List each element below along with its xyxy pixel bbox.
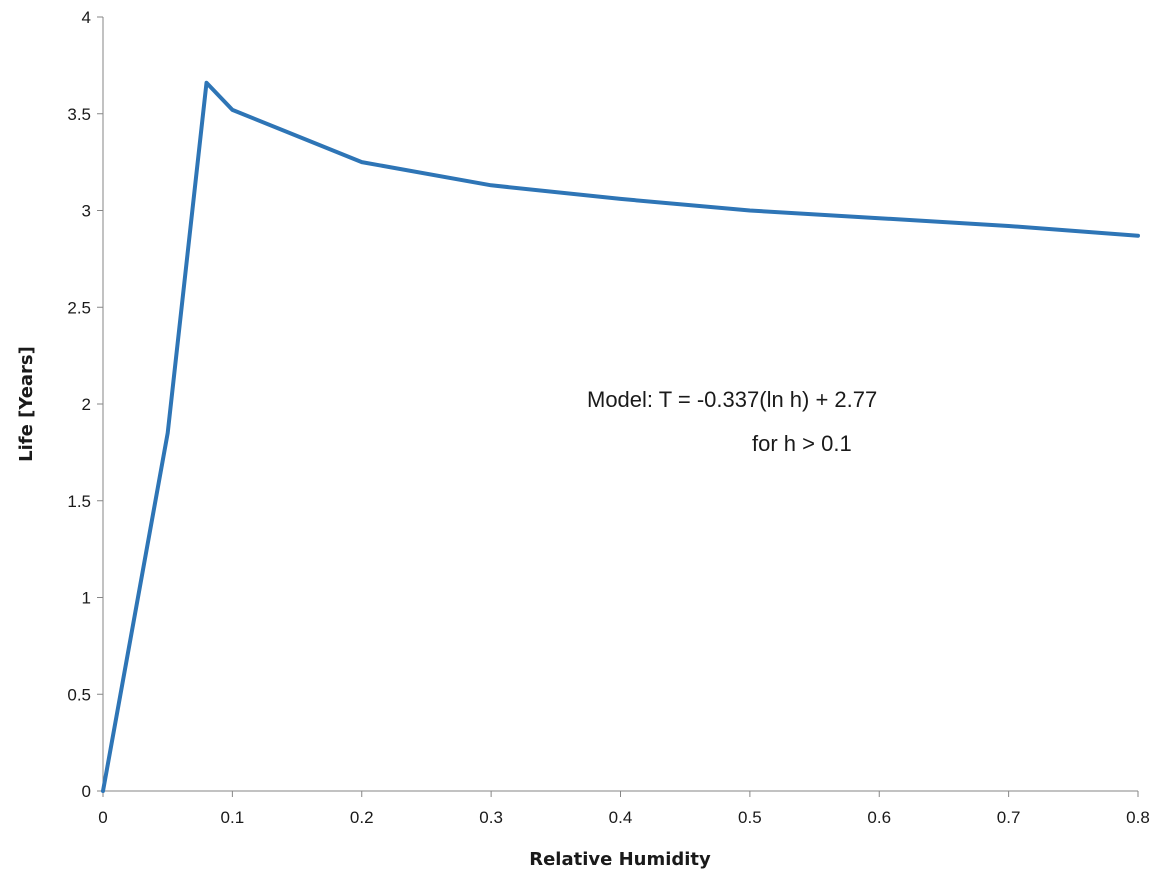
series-layer — [101, 80, 1140, 793]
y-tick-label: 2 — [82, 395, 91, 414]
y-axis-title: Life [Years] — [16, 346, 37, 462]
model-annotation: Model: T = -0.337(ln h) + 2.77 — [587, 387, 877, 412]
x-tick-label: 0.4 — [609, 808, 633, 827]
x-axis-ticks: 0 0.1 0.2 0.3 0.4 0.5 0.6 0.7 0.8 — [98, 791, 1150, 827]
y-axis-ticks: 0 0.5 1 1.5 2 2.5 3 3.5 4 — [67, 8, 103, 801]
x-tick-label: 0.2 — [350, 808, 374, 827]
y-tick-label: 3 — [82, 202, 91, 221]
y-tick-label: 2.5 — [67, 298, 91, 317]
x-tick-label: 0.3 — [479, 808, 503, 827]
y-tick-label: 1 — [82, 589, 91, 608]
y-tick-label: 1.5 — [67, 492, 91, 511]
x-tick-label: 0.5 — [738, 808, 762, 827]
y-tick-label: 4 — [82, 8, 91, 27]
plot-area: 0 0.5 1 1.5 2 2.5 3 3.5 4 0 0.1 0.2 0.3 0.4 0.5 0.6 0.7… — [67, 8, 1149, 827]
y-tick-label: 0.5 — [67, 685, 91, 704]
x-tick-label: 0.8 — [1126, 808, 1150, 827]
x-tick-label: 0.6 — [867, 808, 891, 827]
x-tick-label: 0 — [98, 808, 107, 827]
series-line — [101, 80, 1140, 793]
x-tick-label: 0.7 — [997, 808, 1021, 827]
y-tick-label: 0 — [82, 782, 91, 801]
y-tick-label: 3.5 — [67, 105, 91, 124]
condition-annotation: for h > 0.1 — [752, 431, 852, 456]
x-tick-label: 0.1 — [221, 808, 245, 827]
x-axis-title: Relative Humidity — [529, 849, 711, 870]
